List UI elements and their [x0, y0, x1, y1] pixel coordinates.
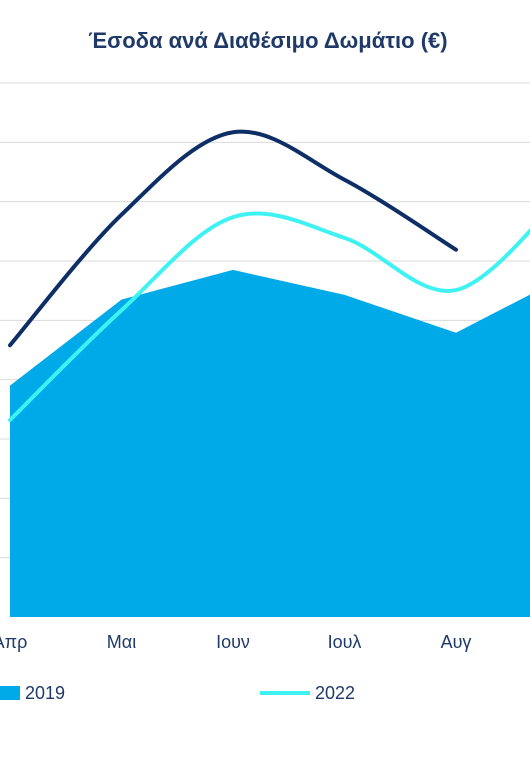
legend-swatch — [0, 686, 20, 700]
legend-label: 2022 — [315, 683, 355, 703]
line — [8, 129, 458, 348]
x-tick-label: Ιουν — [216, 632, 250, 652]
area — [10, 269, 530, 617]
chart-title: Έσοδα ανά Διαθέσιμο Δωμάτιο (€) — [88, 28, 447, 53]
x-tick-label: Μαι — [107, 632, 136, 652]
line — [8, 211, 530, 423]
legend-label: 2019 — [25, 683, 65, 703]
x-tick-label: Απρ — [0, 632, 27, 652]
x-tick-label: Αυγ — [441, 632, 472, 652]
x-tick-label: Ιουλ — [328, 632, 362, 652]
